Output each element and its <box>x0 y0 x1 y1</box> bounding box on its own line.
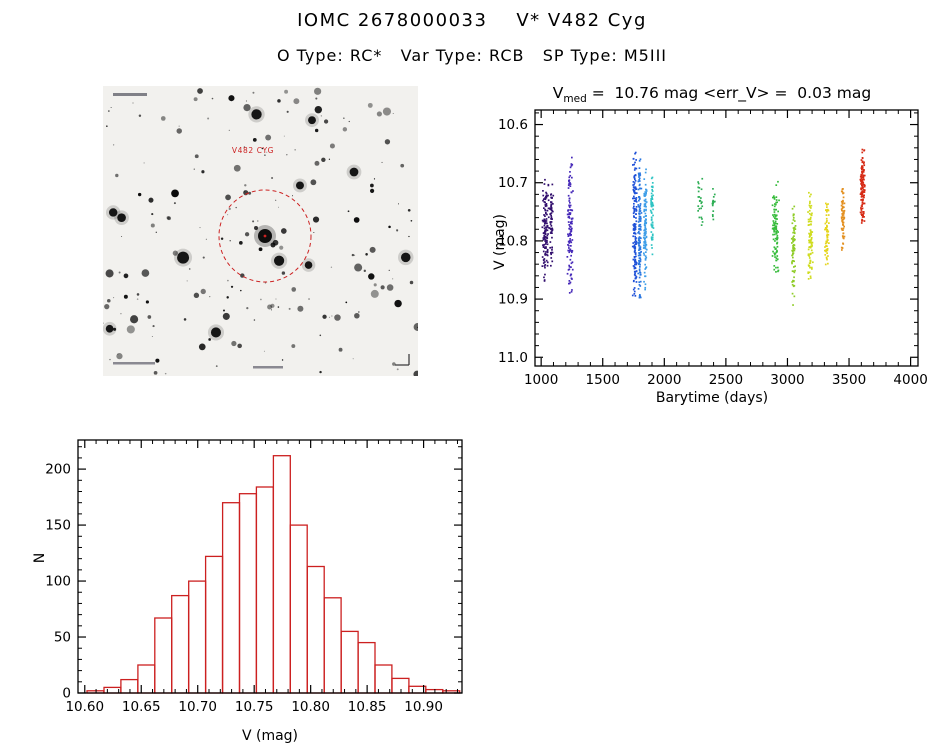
lightcurve-plot: 1000 1500 2000 2500 3000 3500 4000 10.6 10.7 10.8… <box>498 109 928 388</box>
svg-text:2500: 2500 <box>709 372 743 388</box>
svg-text:2000: 2000 <box>647 372 681 388</box>
svg-text:100: 100 <box>45 574 71 590</box>
svg-text:0: 0 <box>62 686 71 702</box>
finder-chart-image: V482 CYG <box>102 86 422 378</box>
svg-text:10.85: 10.85 <box>348 699 387 715</box>
svg-text:4000: 4000 <box>893 372 927 388</box>
svg-text:1500: 1500 <box>586 372 620 388</box>
lightcurve-title: Vmed = 10.76 mag <err_V> = 0.03 mag <box>480 84 944 105</box>
svg-text:10.90: 10.90 <box>404 699 443 715</box>
svg-text:10.8: 10.8 <box>498 233 528 249</box>
svg-text:10.70: 10.70 <box>178 699 217 715</box>
vmed-symbol: V <box>552 84 564 102</box>
lightcurve-panel: Vmed = 10.76 mag <err_V> = 0.03 mag V (m… <box>440 84 944 434</box>
svg-text:10.80: 10.80 <box>291 699 330 715</box>
svg-text:10.6: 10.6 <box>498 117 528 133</box>
svg-text:10.7: 10.7 <box>498 175 528 191</box>
svg-text:3000: 3000 <box>770 372 804 388</box>
page-title: IOMC 2678000033 V* V482 Cyg <box>297 10 647 31</box>
svg-text:10.60: 10.60 <box>65 699 104 715</box>
lightcurve-xlabel: Barytime (days) <box>655 390 769 406</box>
svg-text:50: 50 <box>54 630 71 646</box>
finder-chart: V482 CYG <box>102 86 422 378</box>
histogram-plot: 10.60 10.65 10.70 10.75 10.80 10.85 10.90 0 50 10… <box>45 439 463 715</box>
page-subtitle: O Type: RC* Var Type: RCB SP Type: M5III <box>276 46 668 65</box>
svg-text:200: 200 <box>45 462 71 478</box>
finder-star-label: V482 CYG <box>232 146 274 155</box>
svg-text:3500: 3500 <box>832 372 866 388</box>
vmed-value-text: = 10.76 mag <err_V> = 0.03 mag <box>586 84 872 102</box>
histogram-panel: N 10.60 10.65 10.70 10.75 10.80 10.85 10.90 0 50… <box>32 430 480 747</box>
svg-text:1000: 1000 <box>524 372 558 388</box>
vmed-subscript: med <box>563 93 587 106</box>
svg-text:10.65: 10.65 <box>122 699 161 715</box>
svg-text:10.75: 10.75 <box>235 699 274 715</box>
histogram-xlabel: V (mag) <box>241 728 299 744</box>
svg-text:10.9: 10.9 <box>498 292 528 308</box>
svg-text:11.0: 11.0 <box>498 350 528 366</box>
svg-text:150: 150 <box>45 518 71 534</box>
